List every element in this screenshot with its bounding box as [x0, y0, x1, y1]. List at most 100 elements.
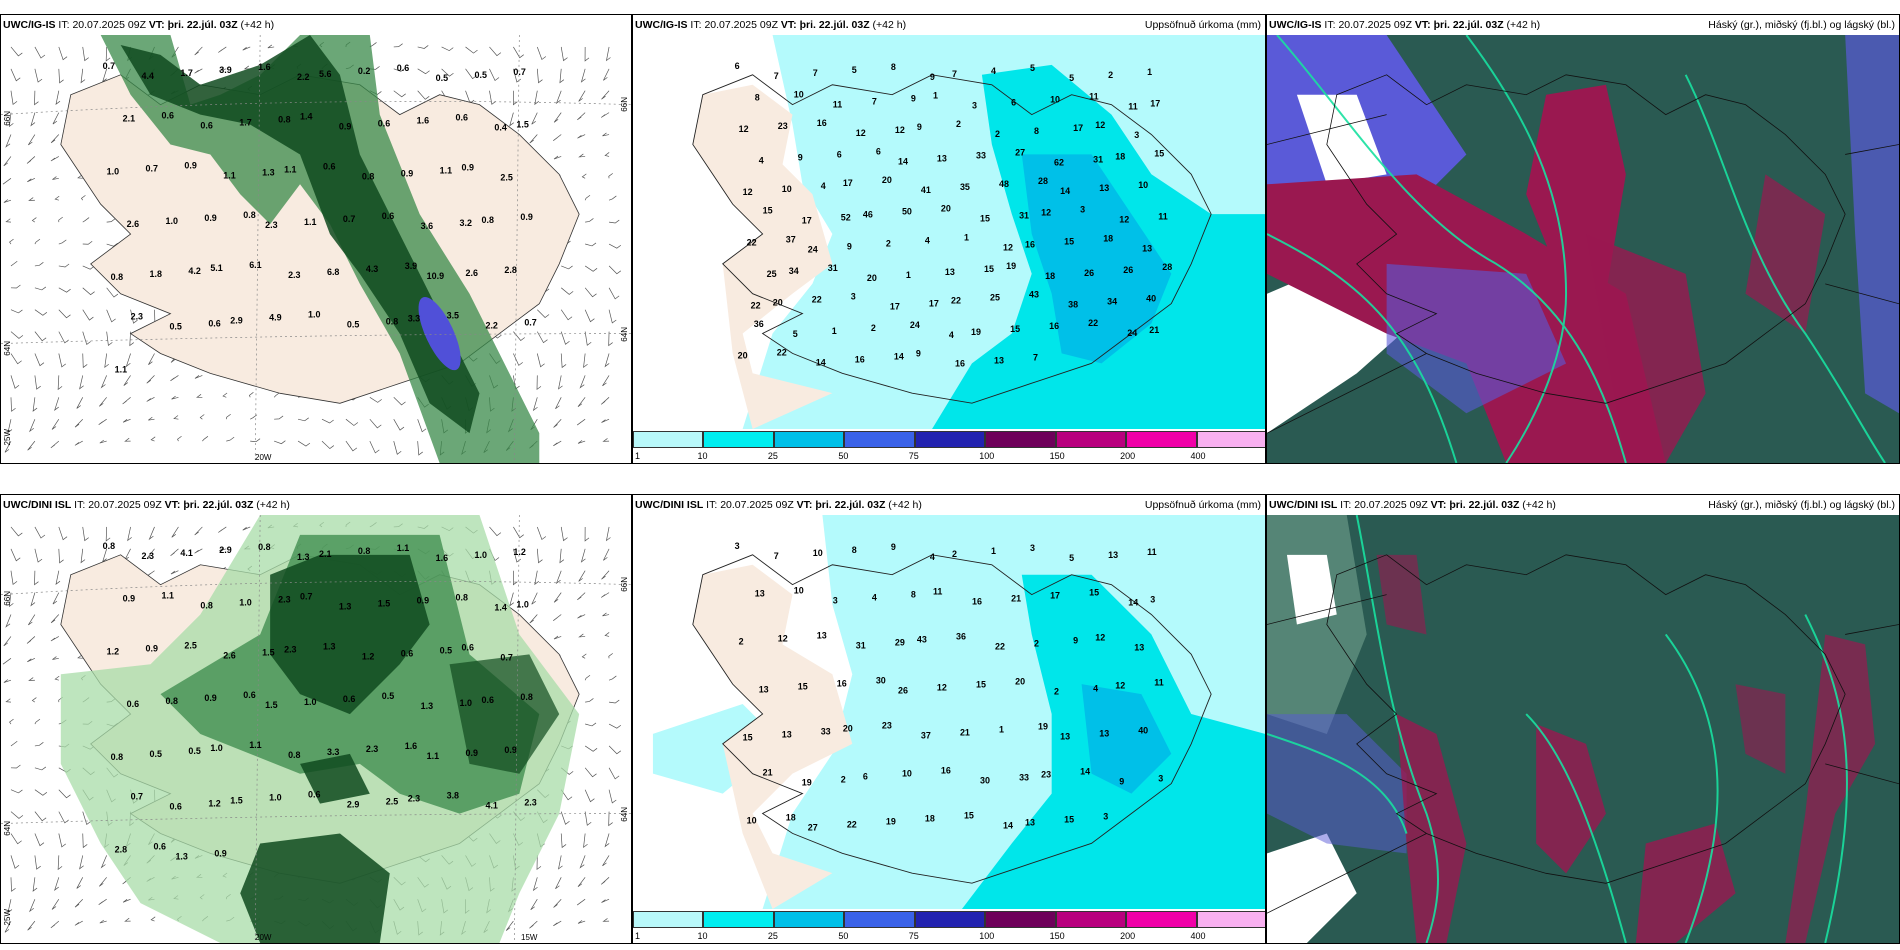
wind-barb	[10, 90, 18, 106]
value-label: 14	[1080, 766, 1090, 776]
wind-barb	[106, 309, 116, 323]
wind-barb	[242, 526, 251, 531]
axis-label-66n-right: 66N	[620, 577, 629, 592]
value-label: 2.3	[408, 794, 420, 804]
value-label: 16	[817, 118, 827, 128]
wind-barb	[417, 90, 430, 100]
value-label: 3.5	[447, 311, 459, 321]
value-label: 0.7	[103, 61, 115, 71]
value-label: 1.0	[165, 216, 177, 226]
value-labels: 0.7 4.4 1.7 3.9 1.6 2.2 5.6 0.2 0.6 0.5 0.5 0.7 2.1 0…	[103, 61, 537, 375]
value-label: 0.7	[500, 652, 512, 662]
wind-barb	[3, 156, 12, 167]
value-label: 15	[1089, 588, 1099, 598]
value-label: 9	[1119, 776, 1124, 786]
value-label: 12	[743, 187, 753, 197]
value-label: 4	[991, 66, 996, 76]
wind-barb	[54, 195, 60, 201]
wind-barb	[555, 397, 562, 410]
wind-barb	[561, 265, 573, 270]
legend-swatch	[914, 431, 986, 448]
wind-barb	[441, 46, 454, 52]
wind-barb	[34, 718, 41, 725]
wind-barb	[34, 548, 43, 563]
value-label: 13	[1025, 817, 1035, 827]
wind-barb	[465, 46, 478, 54]
wind-barb	[600, 592, 610, 598]
wind-barb	[82, 526, 89, 542]
value-label: 14	[816, 358, 826, 368]
wind-barb	[28, 677, 35, 681]
panel-accum-precip-dini: UWC/DINI ISL IT: 20.07.2025 09Z VT: þri.…	[632, 494, 1266, 944]
value-label: 13	[1060, 731, 1070, 741]
value-label: 9	[847, 241, 852, 251]
value-label: 9	[798, 153, 803, 163]
value-label: 4	[949, 330, 954, 340]
wind-barb	[218, 526, 227, 533]
legend-swatch	[844, 431, 915, 448]
map-area: 0.7 4.4 1.7 3.9 1.6 2.2 5.6 0.2 0.6 0.5 0.5 0.7 2.1 0…	[1, 35, 631, 463]
wind-barb	[584, 309, 595, 323]
wind-barb	[34, 353, 45, 367]
value-label: 0.5	[436, 73, 448, 83]
wind-barb	[585, 698, 594, 703]
legend-swatch	[773, 911, 845, 928]
value-label: 20	[843, 724, 853, 734]
precip-heavy-south	[240, 833, 390, 943]
wind-barb	[50, 920, 60, 929]
value-label: 14	[894, 352, 904, 362]
wind-barb	[27, 440, 36, 451]
value-label: 1.2	[362, 651, 374, 661]
wind-barb	[560, 789, 573, 801]
wind-barb	[536, 548, 543, 564]
value-label: 12	[739, 124, 749, 134]
value-label: 13	[817, 631, 827, 641]
value-label: 9	[930, 72, 935, 82]
wind-barb	[369, 440, 380, 454]
wind-barb	[5, 218, 11, 223]
value-label: 6	[735, 61, 740, 71]
value-label: 4	[925, 235, 930, 245]
wind-barb	[560, 526, 568, 542]
wind-barb	[585, 218, 594, 223]
wind-barb	[150, 436, 156, 442]
wind-barb	[122, 898, 131, 903]
value-label: 15	[1064, 236, 1074, 246]
wind-barb	[150, 916, 156, 922]
value-label: 13	[1099, 183, 1109, 193]
wind-barb	[34, 811, 47, 822]
legend-swatch	[773, 431, 845, 448]
wind-barb	[3, 636, 12, 647]
value-label: 0.5	[150, 749, 162, 759]
value-label: 1.0	[210, 743, 222, 753]
wind-barb	[34, 262, 44, 267]
wind-barb	[536, 855, 542, 871]
wind-barb	[34, 855, 41, 870]
wind-barb	[58, 548, 64, 564]
value-label: 17	[929, 298, 939, 308]
value-label: 30	[980, 775, 990, 785]
value-label: 21	[1149, 325, 1159, 335]
wind-barb	[553, 418, 562, 428]
wind-barb	[513, 526, 524, 539]
wind-barb	[80, 68, 86, 84]
wind-barb	[57, 375, 63, 391]
wind-barb	[489, 68, 500, 82]
value-label: 24	[910, 320, 920, 330]
wind-barb	[579, 375, 586, 389]
value-label: 16	[1025, 239, 1035, 249]
wind-barb	[529, 614, 538, 624]
wind-barb	[27, 920, 36, 931]
value-label: 19	[802, 777, 812, 787]
value-label: 24	[1127, 328, 1137, 338]
wind-barb	[5, 614, 12, 628]
value-label: 2.1	[123, 114, 135, 124]
value-labels: 0.8 2.3 4.1 2.9 0.8 1.3 2.1 0.8 1.1 1.6 1.0 1.2 0.9 1…	[103, 541, 537, 862]
value-label: 0.6	[382, 211, 394, 221]
wind-barb	[603, 548, 610, 561]
value-label: 23	[1041, 769, 1051, 779]
wind-barb	[28, 614, 36, 626]
wind-barb	[31, 697, 37, 703]
value-label: 22	[1088, 318, 1098, 328]
wind-barb	[106, 242, 118, 247]
